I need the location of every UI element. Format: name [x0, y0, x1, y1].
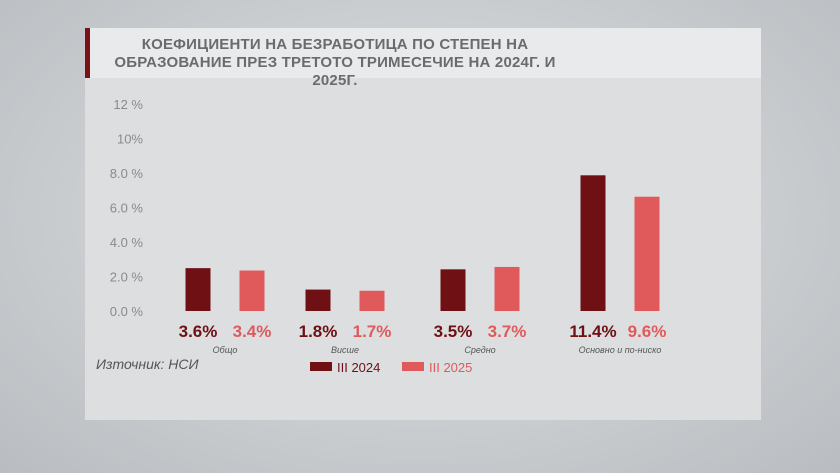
bar-2025-0: [239, 270, 265, 311]
data-label: 3.5%: [434, 322, 473, 341]
data-label: 3.4%: [233, 322, 272, 341]
y-tick-label: 8.0 %: [110, 166, 144, 181]
category-label: Средно: [464, 345, 495, 355]
y-tick-label: 0.0 %: [110, 304, 144, 319]
y-tick-label: 12 %: [113, 97, 143, 112]
bar-2025-3: [634, 196, 660, 311]
data-label: 11.4%: [569, 322, 616, 341]
data-label: 9.6%: [628, 322, 667, 341]
bar-2025-1: [359, 290, 385, 311]
category-label: Висше: [331, 345, 359, 355]
category-label: Общо: [213, 345, 238, 355]
y-tick-label: 10%: [117, 132, 143, 147]
category-label: Основно и по-ниско: [579, 345, 662, 355]
source-note: Източник: НСИ: [96, 356, 199, 372]
bar-2024-0: [185, 268, 211, 311]
legend-swatch: [402, 362, 424, 371]
y-tick-label: 6.0 %: [110, 201, 144, 216]
bar-2024-2: [440, 269, 466, 311]
bar-2024-3: [580, 175, 606, 311]
legend-label: III 2025: [429, 360, 472, 375]
title-accent: [85, 28, 90, 78]
title-bar: [85, 28, 761, 78]
data-label: 3.6%: [179, 322, 218, 341]
legend-swatch: [310, 362, 332, 371]
y-tick-label: 2.0 %: [110, 270, 144, 285]
y-tick-label: 4.0 %: [110, 235, 144, 250]
data-label: 1.7%: [353, 322, 392, 341]
chart-title: КОЕФИЦИЕНТИ НА БЕЗРАБОТИЦА ПО СТЕПЕН НА …: [114, 36, 556, 89]
data-label: 1.8%: [299, 322, 338, 341]
data-label: 3.7%: [488, 322, 527, 341]
legend-label: III 2024: [337, 360, 380, 375]
bar-2024-1: [305, 289, 331, 311]
bar-2025-2: [494, 266, 520, 311]
